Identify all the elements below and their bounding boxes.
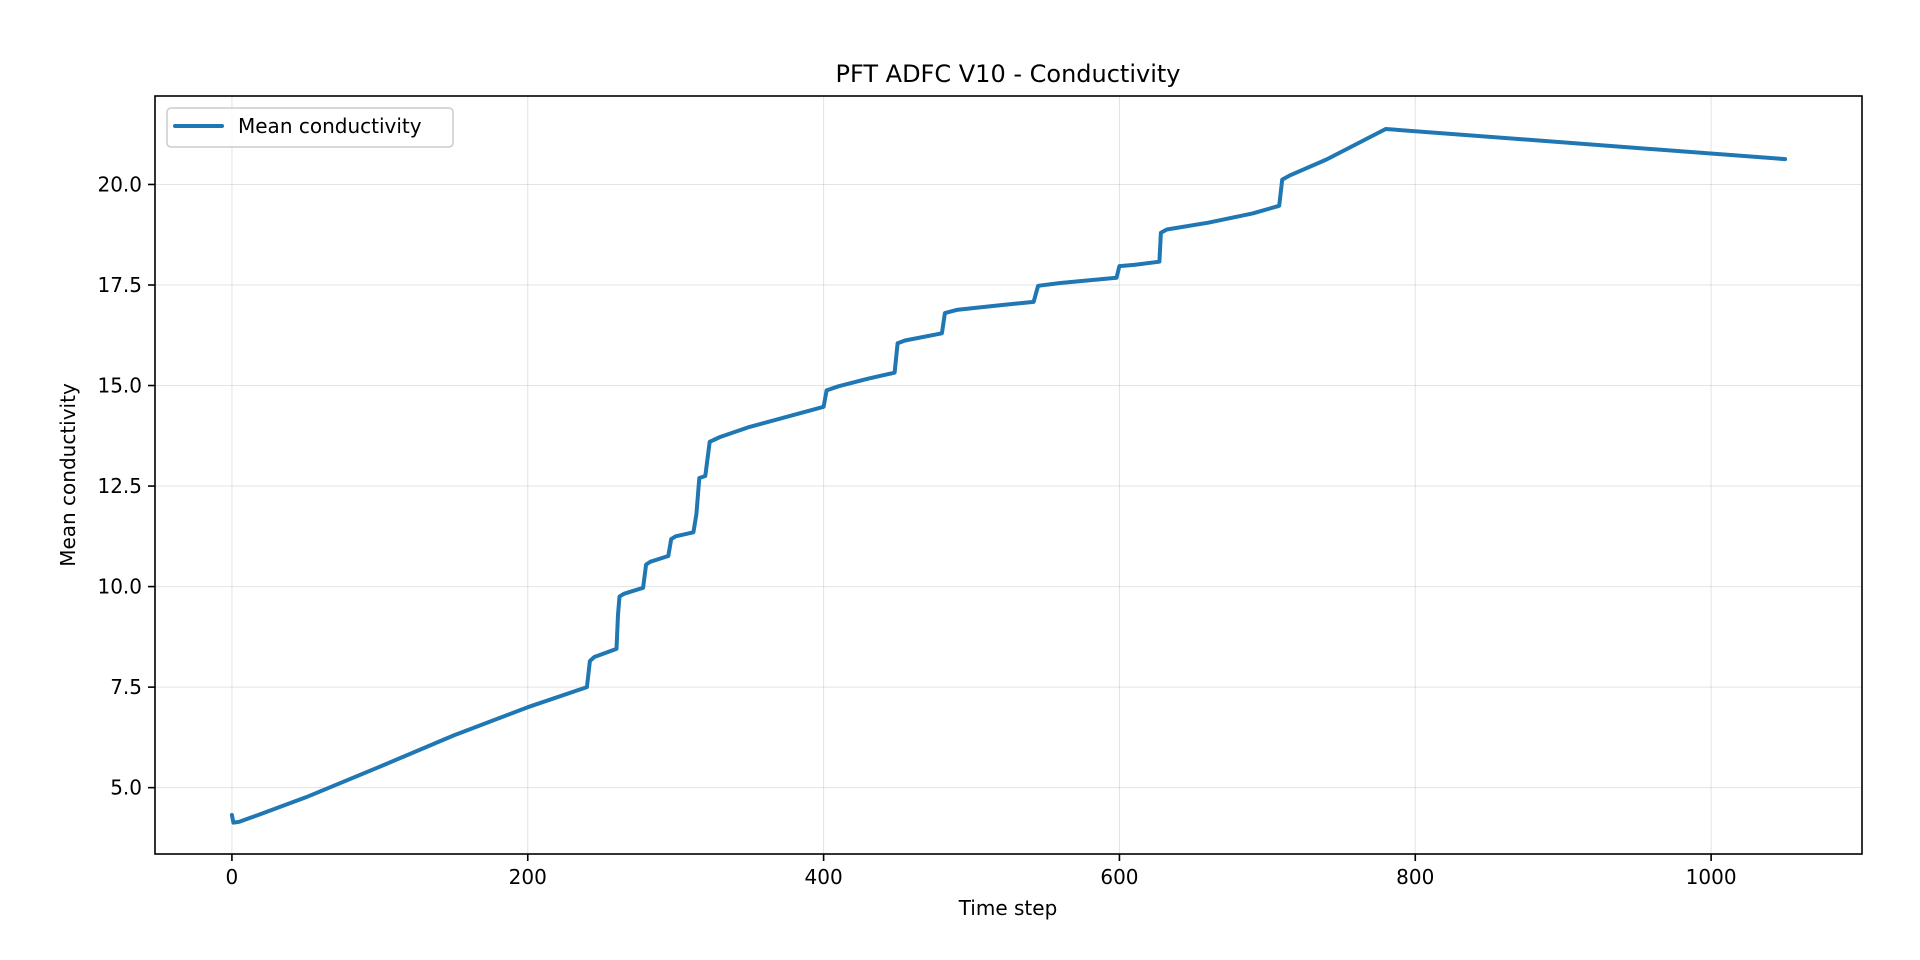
legend-box [166, 107, 454, 148]
y-tick-label: 20.0 [97, 172, 142, 196]
x-tick-label: 800 [1396, 865, 1434, 889]
x-axis-label: Time step [958, 896, 1058, 920]
x-axis-ticks: 0 200 400 600 800 1000 [226, 854, 1737, 889]
y-tick-label: 5.0 [110, 776, 142, 800]
y-tick-label: 15.0 [97, 374, 142, 398]
x-tick-label: 600 [1100, 865, 1138, 889]
y-axis-ticks: 5.0 7.5 10.0 12.5 15.0 17.5 20.0 [97, 172, 155, 800]
y-axis-label: Mean conductivity [56, 383, 80, 567]
x-tick-label: 1000 [1686, 865, 1737, 889]
y-tick-label: 17.5 [97, 273, 142, 297]
series-line-mean-conductivity [229, 127, 1788, 825]
chart-title: PFT ADFC V10 - Conductivity [836, 60, 1181, 88]
legend-label: Mean conductivity [238, 114, 422, 138]
x-tick-label: 400 [805, 865, 843, 889]
legend: Mean conductivity [166, 107, 454, 148]
grid-lines [155, 96, 1862, 854]
y-tick-label: 7.5 [110, 675, 142, 699]
y-tick-label: 10.0 [97, 575, 142, 599]
x-tick-label: 0 [226, 865, 239, 889]
series-layer [229, 127, 1788, 825]
x-tick-label: 200 [509, 865, 547, 889]
y-tick-label: 12.5 [97, 474, 142, 498]
plot-area-frame [154, 95, 1863, 855]
